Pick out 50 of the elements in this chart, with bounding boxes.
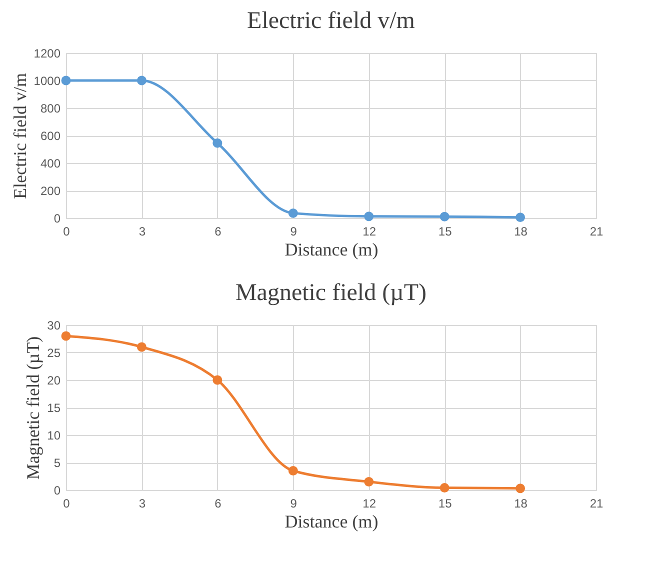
- point: [516, 484, 526, 494]
- y-axis-title: Magnetic field (µT): [23, 336, 44, 480]
- y-tick-label: 600: [40, 129, 61, 143]
- y-tick-label: 800: [40, 102, 61, 116]
- point: [288, 466, 298, 476]
- point: [440, 483, 450, 493]
- x-tick-label: 6: [214, 224, 222, 238]
- x-tick-label: 21: [590, 224, 604, 238]
- point: [440, 212, 450, 222]
- y-tick-label: 25: [47, 346, 61, 360]
- point: [212, 138, 222, 148]
- x-tick-label: 6: [214, 496, 222, 510]
- y-axis-title: Electric field v/m: [10, 73, 30, 199]
- point: [516, 212, 526, 222]
- x-tick-label: 18: [514, 224, 528, 238]
- x-tick-label: 12: [362, 496, 376, 510]
- y-tick-label: 200: [40, 184, 61, 198]
- point: [364, 477, 374, 486]
- x-tick-label: 0: [63, 496, 70, 510]
- y-tick-label: 1200: [34, 46, 61, 60]
- x-tick-label: 9: [290, 496, 298, 510]
- y-tick-label: 10: [47, 428, 61, 442]
- y-tick-label: 400: [40, 156, 61, 170]
- y-tick-label: 15: [47, 401, 61, 415]
- point: [61, 76, 71, 86]
- y-tick-label: 0: [54, 484, 61, 498]
- chart-title: Electric field v/m: [247, 8, 416, 34]
- x-tick-label: 3: [138, 224, 146, 238]
- y-tick-label: 30: [47, 318, 61, 332]
- point: [61, 331, 71, 341]
- x-tick-label: 3: [138, 496, 146, 510]
- chart-title: Magnetic field (µT): [235, 280, 427, 306]
- x-tick-label: 9: [290, 224, 298, 238]
- y-tick-label: 5: [54, 456, 61, 470]
- point: [288, 208, 298, 218]
- y-tick-label: 20: [47, 374, 61, 388]
- y-tick-label: 1000: [34, 74, 61, 88]
- point: [136, 342, 146, 352]
- point: [136, 76, 146, 86]
- x-tick-label: 18: [514, 496, 528, 510]
- x-axis-title: Distance (m): [284, 240, 378, 260]
- x-tick-label: 15: [438, 496, 452, 510]
- y-tick-label: 0: [54, 212, 61, 226]
- x-axis-title: Distance (m): [284, 512, 378, 532]
- x-tick-label: 12: [362, 224, 376, 238]
- point: [212, 375, 222, 385]
- point: [364, 212, 374, 222]
- x-tick-label: 0: [63, 224, 70, 238]
- x-tick-label: 21: [590, 496, 604, 510]
- x-tick-label: 15: [438, 224, 452, 238]
